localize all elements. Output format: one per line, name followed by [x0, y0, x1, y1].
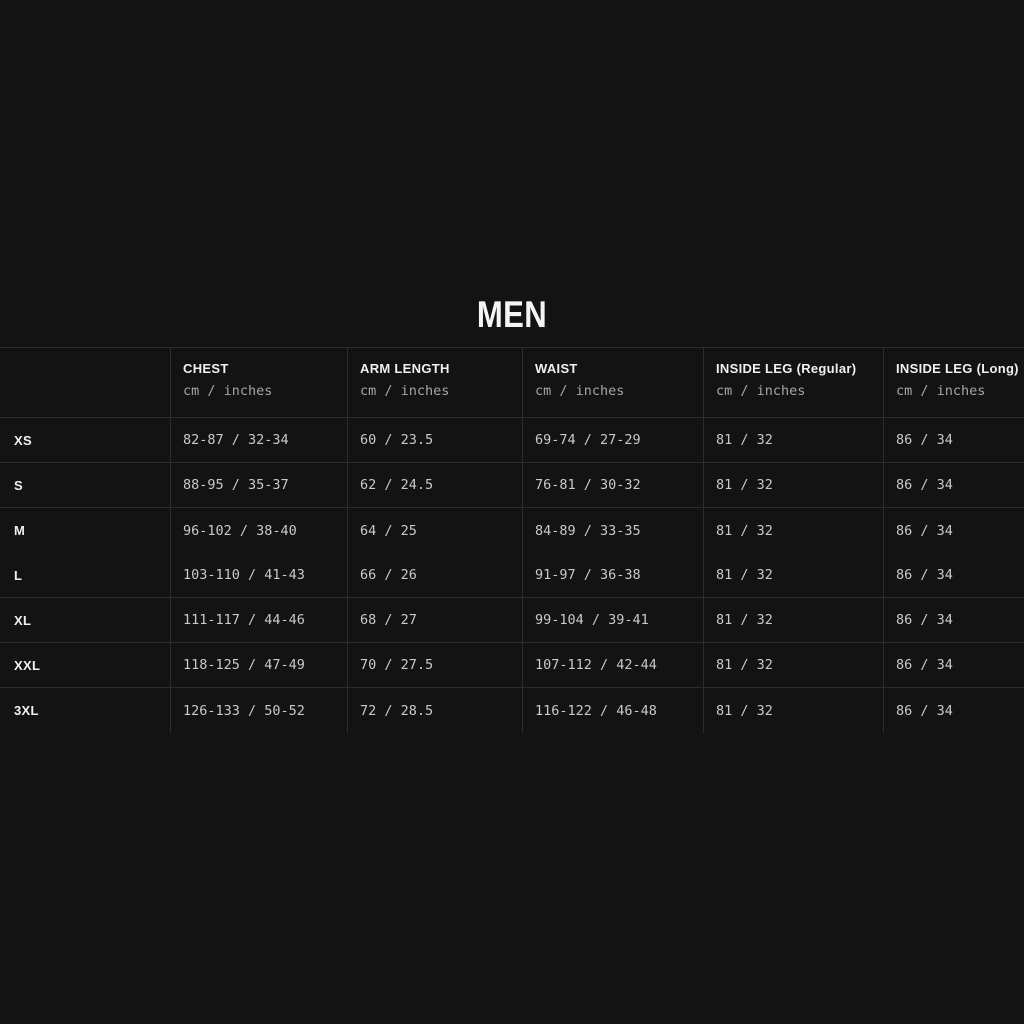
inside-leg-regular-cell: 81 / 32 [703, 688, 883, 733]
inside-leg-long-cell: 86 / 34 [883, 508, 1024, 553]
size-cell: XL [14, 612, 32, 628]
size-cell: L [14, 567, 23, 583]
inside-leg-regular-cell: 81 / 32 [703, 508, 883, 553]
arm-length-cell: 64 / 25 [347, 508, 522, 553]
inside-leg-long-cell: 86 / 34 [883, 598, 1024, 642]
column-label-inside-leg-regular: INSIDE LEG (Regular) [716, 361, 857, 376]
column-label-arm-length: ARM LENGTH [360, 361, 450, 376]
header-cell-arm-length: ARM LENGTH cm / inches [347, 348, 522, 417]
arm-length-cell: 62 / 24.5 [347, 463, 522, 507]
column-units-arm-length: cm / inches [360, 383, 450, 399]
inside-leg-regular-cell: 81 / 32 [703, 463, 883, 507]
table-row-s: S 88-95 / 35-37 62 / 24.5 76-81 / 30-32 … [0, 463, 1024, 508]
table-row-xl: XL 111-117 / 44-46 68 / 27 99-104 / 39-4… [0, 598, 1024, 643]
arm-length-cell: 72 / 28.5 [347, 688, 522, 733]
page-title: MEN [476, 294, 548, 335]
size-cell: 3XL [14, 703, 39, 718]
column-label-inside-leg-long: INSIDE LEG (Long) [896, 361, 1019, 376]
header-cell-size [0, 348, 170, 417]
arm-length-cell: 68 / 27 [347, 598, 522, 642]
inside-leg-regular-cell: 81 / 32 [703, 418, 883, 462]
table-row-l: L 103-110 / 41-43 66 / 26 91-97 / 36-38 … [0, 553, 1024, 598]
inside-leg-long-cell: 86 / 34 [883, 418, 1024, 462]
waist-cell: 91-97 / 36-38 [522, 553, 703, 597]
column-label-waist: WAIST [535, 361, 578, 376]
waist-cell: 84-89 / 33-35 [522, 508, 703, 553]
header-cell-waist: WAIST cm / inches [522, 348, 703, 417]
column-label-chest: CHEST [183, 361, 229, 376]
size-cell: S [14, 477, 23, 493]
column-units-chest: cm / inches [183, 383, 273, 399]
column-units-inside-leg-regular: cm / inches [716, 383, 806, 399]
chest-cell: 118-125 / 47-49 [170, 643, 347, 687]
size-cell: XXL [14, 657, 41, 673]
inside-leg-long-cell: 86 / 34 [883, 553, 1024, 597]
column-units-waist: cm / inches [535, 383, 625, 399]
inside-leg-regular-cell: 81 / 32 [703, 598, 883, 642]
table-row-m: M 96-102 / 38-40 64 / 25 84-89 / 33-35 8… [0, 508, 1024, 553]
table-row-xxl: XXL 118-125 / 47-49 70 / 27.5 107-112 / … [0, 643, 1024, 688]
inside-leg-long-cell: 86 / 34 [883, 463, 1024, 507]
table-row-3xl: 3XL 126-133 / 50-52 72 / 28.5 116-122 / … [0, 688, 1024, 733]
inside-leg-long-cell: 86 / 34 [883, 643, 1024, 687]
header-cell-inside-leg-regular: INSIDE LEG (Regular) cm / inches [703, 348, 883, 417]
waist-cell: 99-104 / 39-41 [522, 598, 703, 642]
inside-leg-regular-cell: 81 / 32 [703, 553, 883, 597]
column-units-inside-leg-long: cm / inches [896, 383, 986, 399]
chest-cell: 88-95 / 35-37 [170, 463, 347, 507]
chest-cell: 82-87 / 32-34 [170, 418, 347, 462]
inside-leg-regular-cell: 81 / 32 [703, 643, 883, 687]
table-row-xs: XS 82-87 / 32-34 60 / 23.5 69-74 / 27-29… [0, 418, 1024, 463]
size-cell: M [14, 523, 26, 538]
arm-length-cell: 60 / 23.5 [347, 418, 522, 462]
arm-length-cell: 66 / 26 [347, 553, 522, 597]
size-cell: XS [14, 432, 32, 448]
arm-length-cell: 70 / 27.5 [347, 643, 522, 687]
header-cell-chest: CHEST cm / inches [170, 348, 347, 417]
chest-cell: 126-133 / 50-52 [170, 688, 347, 733]
waist-cell: 116-122 / 46-48 [522, 688, 703, 733]
waist-cell: 69-74 / 27-29 [522, 418, 703, 462]
header-cell-inside-leg-long: INSIDE LEG (Long) cm / inches [883, 348, 1024, 417]
waist-cell: 76-81 / 30-32 [522, 463, 703, 507]
chest-cell: 111-117 / 44-46 [170, 598, 347, 642]
table-header-row: CHEST cm / inches ARM LENGTH cm / inches… [0, 348, 1024, 418]
chest-cell: 96-102 / 38-40 [170, 508, 347, 553]
chest-cell: 103-110 / 41-43 [170, 553, 347, 597]
waist-cell: 107-112 / 42-44 [522, 643, 703, 687]
size-guide-table: CHEST cm / inches ARM LENGTH cm / inches… [0, 347, 1024, 733]
inside-leg-long-cell: 86 / 34 [883, 688, 1024, 733]
